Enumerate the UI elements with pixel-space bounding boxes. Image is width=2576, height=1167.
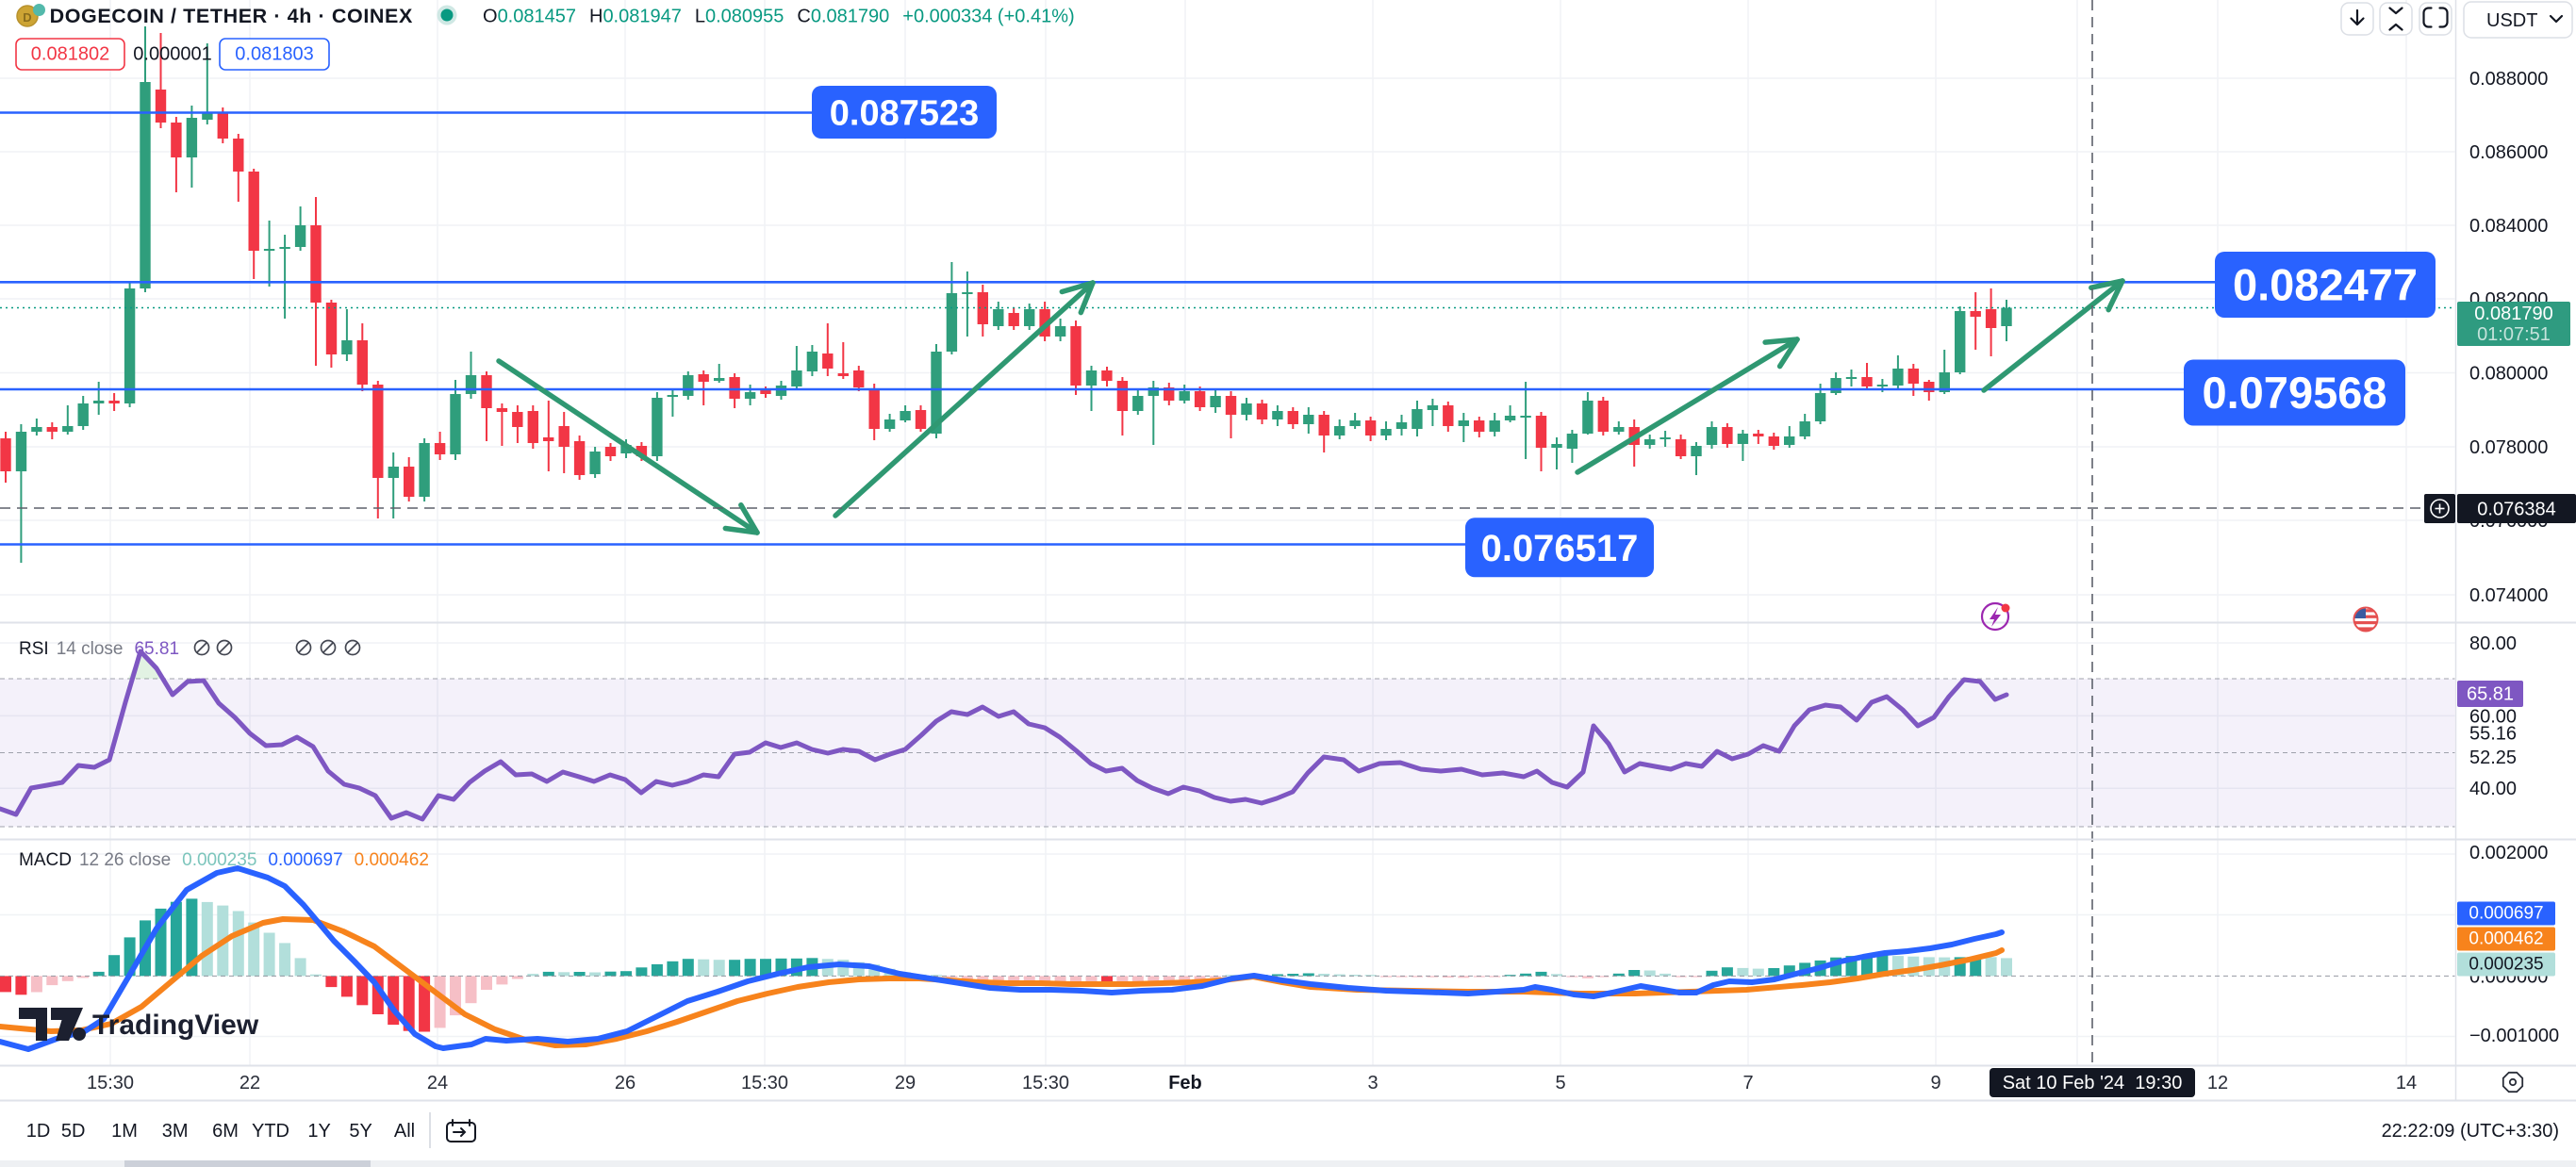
- svg-text:15:30: 15:30: [741, 1073, 788, 1093]
- svg-text:0.000462: 0.000462: [2469, 929, 2543, 949]
- svg-text:0.076517: 0.076517: [1481, 528, 1639, 569]
- svg-text:15:30: 15:30: [1022, 1073, 1069, 1093]
- svg-text:22: 22: [239, 1073, 260, 1093]
- svg-text:Sat 10 Feb '24 19:30: Sat 10 Feb '24 19:30: [2003, 1073, 2183, 1093]
- svg-text:0.080000: 0.080000: [2469, 364, 2548, 385]
- svg-text:80.00: 80.00: [2469, 633, 2517, 654]
- svg-text:0.074000: 0.074000: [2469, 585, 2548, 606]
- svg-text:0.088000: 0.088000: [2469, 69, 2548, 90]
- svg-text:0.000697: 0.000697: [2469, 904, 2543, 924]
- svg-text:0.081790: 0.081790: [2474, 304, 2552, 324]
- svg-text:01:07:51: 01:07:51: [2477, 324, 2551, 345]
- svg-text:3M: 3M: [162, 1121, 189, 1142]
- svg-text:DOGECOIN / TETHER · 4h · COINE: DOGECOIN / TETHER · 4h · COINEX: [50, 5, 413, 27]
- svg-text:1Y: 1Y: [307, 1121, 330, 1142]
- svg-text:Feb: Feb: [1168, 1073, 1202, 1093]
- svg-text:0.079568: 0.079568: [2202, 368, 2386, 418]
- svg-text:6M: 6M: [212, 1121, 239, 1142]
- svg-text:0.081803: 0.081803: [235, 44, 313, 65]
- svg-text:5Y: 5Y: [349, 1121, 372, 1142]
- svg-text:12: 12: [2207, 1073, 2228, 1093]
- svg-text:1M: 1M: [111, 1121, 138, 1142]
- svg-text:14: 14: [2396, 1073, 2417, 1093]
- svg-text:24: 24: [427, 1073, 448, 1093]
- svg-text:0.087523: 0.087523: [830, 93, 980, 133]
- svg-text:0.002000: 0.002000: [2469, 843, 2548, 863]
- svg-text:55.16: 55.16: [2469, 723, 2517, 744]
- svg-text:7: 7: [1742, 1073, 1753, 1093]
- svg-text:USDT: USDT: [2486, 10, 2537, 31]
- svg-text:YTD: YTD: [252, 1121, 289, 1142]
- svg-text:0.078000: 0.078000: [2469, 437, 2548, 458]
- svg-text:9: 9: [1930, 1073, 1940, 1093]
- svg-text:All: All: [394, 1121, 415, 1142]
- svg-text:3: 3: [1367, 1073, 1378, 1093]
- svg-text:5: 5: [1555, 1073, 1565, 1093]
- svg-text:40.00: 40.00: [2469, 779, 2517, 799]
- svg-text:0.076384: 0.076384: [2477, 500, 2555, 520]
- svg-text:29: 29: [895, 1073, 916, 1093]
- svg-text:0.082477: 0.082477: [2233, 259, 2418, 309]
- svg-text:1D: 1D: [26, 1121, 51, 1142]
- svg-text:0.000235: 0.000235: [2469, 955, 2543, 975]
- svg-text:0.081802: 0.081802: [31, 44, 109, 65]
- svg-text:5D: 5D: [61, 1121, 86, 1142]
- svg-text:52.25: 52.25: [2469, 748, 2517, 768]
- svg-text:22:22:09 (UTC+3:30): 22:22:09 (UTC+3:30): [2382, 1121, 2559, 1142]
- svg-text:0.084000: 0.084000: [2469, 216, 2548, 237]
- svg-text:26: 26: [615, 1073, 636, 1093]
- svg-text:D: D: [23, 10, 31, 25]
- svg-text:0.000001: 0.000001: [133, 44, 211, 65]
- svg-text:15:30: 15:30: [87, 1073, 134, 1093]
- svg-text:−0.001000: −0.001000: [2469, 1026, 2559, 1046]
- svg-text:65.81: 65.81: [2467, 684, 2514, 705]
- svg-text:60.00: 60.00: [2469, 706, 2517, 727]
- svg-text:TradingView: TradingView: [92, 1010, 259, 1041]
- svg-text:0.086000: 0.086000: [2469, 142, 2548, 163]
